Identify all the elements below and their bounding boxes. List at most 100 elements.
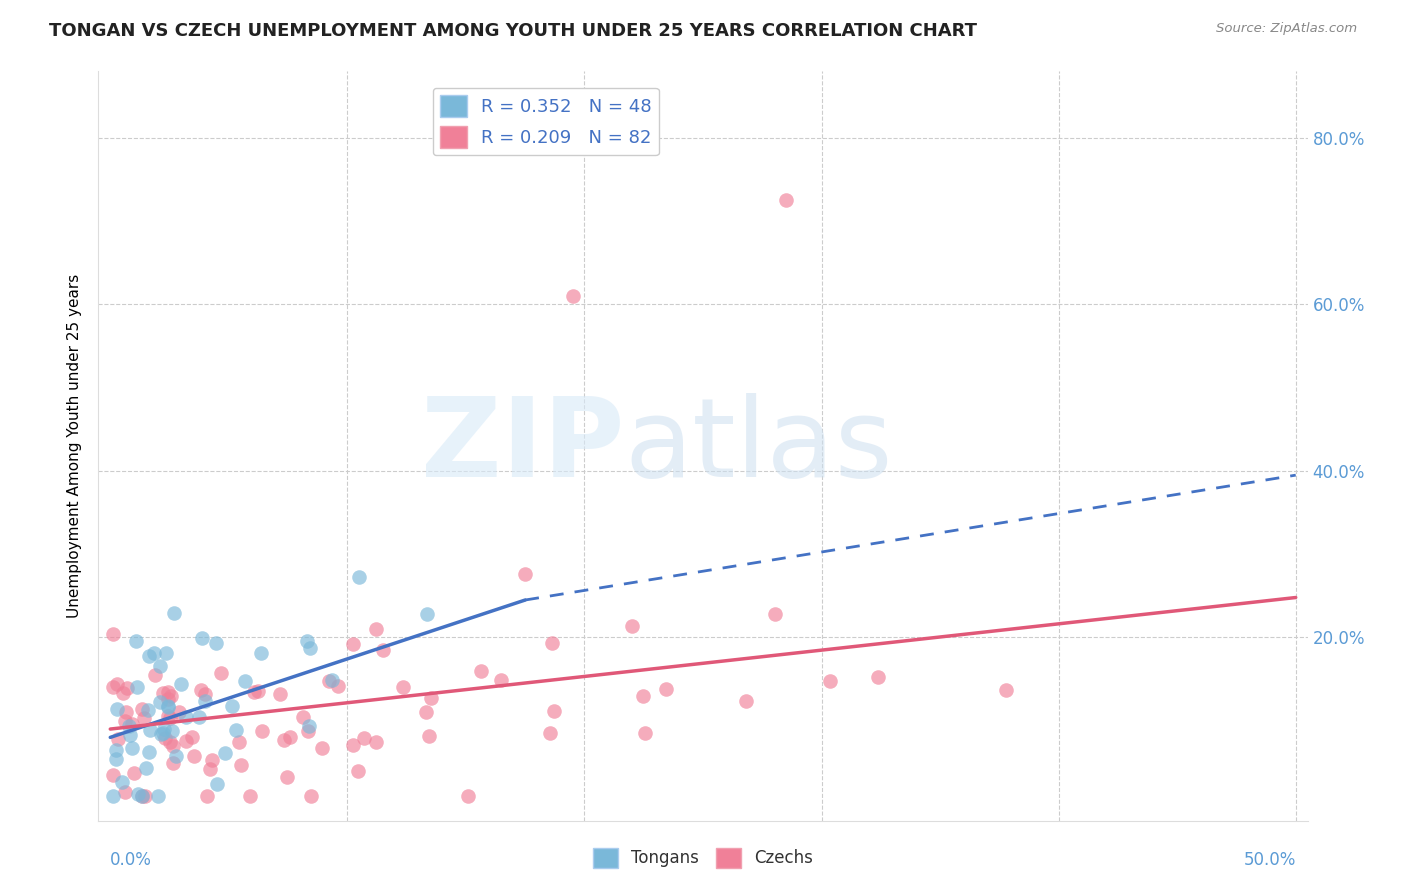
Point bbox=[139, 723, 162, 738]
Point bbox=[204, 636, 226, 650]
Point bbox=[101, 627, 124, 641]
Point bbox=[156, 708, 179, 723]
Point bbox=[634, 726, 657, 740]
Point bbox=[153, 722, 176, 736]
Point bbox=[364, 735, 387, 749]
Point bbox=[162, 756, 184, 770]
Y-axis label: Unemployment Among Youth under 25 years: Unemployment Among Youth under 25 years bbox=[67, 274, 83, 618]
Point bbox=[146, 789, 169, 803]
Point bbox=[470, 664, 492, 678]
Point bbox=[134, 789, 156, 803]
Point bbox=[250, 724, 273, 739]
Point bbox=[543, 704, 565, 718]
Legend: R = 0.352   N = 48, R = 0.209   N = 82: R = 0.352 N = 48, R = 0.209 N = 82 bbox=[433, 88, 659, 155]
Point bbox=[235, 673, 257, 688]
Point bbox=[734, 694, 756, 708]
Point bbox=[162, 739, 184, 753]
Point bbox=[298, 640, 321, 655]
Point bbox=[194, 694, 217, 708]
Point bbox=[489, 673, 512, 687]
Point bbox=[105, 702, 128, 716]
Point bbox=[269, 687, 291, 701]
Point bbox=[342, 637, 364, 651]
Point bbox=[149, 695, 172, 709]
Point bbox=[276, 770, 298, 784]
Point bbox=[188, 709, 211, 723]
Point bbox=[160, 723, 183, 738]
Point bbox=[125, 634, 148, 648]
Point bbox=[105, 752, 128, 766]
Point bbox=[170, 677, 193, 691]
Point bbox=[136, 702, 159, 716]
Point bbox=[131, 789, 153, 803]
Point bbox=[364, 622, 387, 636]
Point bbox=[153, 731, 176, 745]
Point bbox=[318, 674, 340, 689]
Point bbox=[250, 646, 273, 660]
Point bbox=[163, 606, 186, 620]
Point bbox=[183, 748, 205, 763]
Point bbox=[214, 746, 236, 760]
Point bbox=[104, 742, 127, 756]
Point bbox=[159, 734, 181, 748]
Point bbox=[292, 710, 315, 724]
Point bbox=[174, 734, 197, 748]
Point bbox=[273, 733, 295, 747]
Point bbox=[101, 681, 124, 695]
Point bbox=[209, 666, 232, 681]
Point bbox=[105, 677, 128, 691]
Point bbox=[118, 719, 141, 733]
Point bbox=[775, 194, 797, 208]
Point bbox=[457, 789, 479, 803]
Point bbox=[763, 607, 786, 621]
Point bbox=[124, 766, 146, 780]
Point bbox=[246, 684, 269, 698]
Point bbox=[121, 740, 143, 755]
Point bbox=[221, 698, 243, 713]
Point bbox=[145, 668, 167, 682]
Point bbox=[121, 716, 143, 731]
Point bbox=[342, 739, 364, 753]
Point bbox=[149, 659, 172, 673]
Point bbox=[125, 681, 148, 695]
Point bbox=[353, 731, 375, 745]
Point bbox=[157, 685, 180, 699]
Point bbox=[818, 673, 841, 688]
Point bbox=[112, 686, 135, 700]
Point bbox=[311, 741, 333, 756]
Point bbox=[165, 749, 187, 764]
Point bbox=[225, 723, 247, 737]
Text: Source: ZipAtlas.com: Source: ZipAtlas.com bbox=[1216, 22, 1357, 36]
Point bbox=[201, 753, 224, 767]
Point bbox=[107, 732, 129, 747]
Point bbox=[198, 762, 221, 776]
Point bbox=[114, 714, 136, 728]
Point bbox=[295, 634, 318, 648]
Point bbox=[347, 569, 370, 583]
Point bbox=[228, 734, 250, 748]
Point bbox=[195, 789, 218, 803]
Point bbox=[135, 761, 157, 775]
Point bbox=[373, 643, 395, 657]
Point bbox=[415, 705, 437, 719]
Point bbox=[299, 789, 322, 803]
Point bbox=[115, 681, 138, 696]
Point bbox=[132, 711, 155, 725]
Point bbox=[416, 607, 439, 622]
Point bbox=[620, 619, 643, 633]
Point bbox=[152, 726, 174, 740]
Point bbox=[156, 700, 179, 714]
Point bbox=[561, 289, 583, 303]
Point bbox=[120, 728, 142, 742]
Point bbox=[194, 687, 217, 701]
Point bbox=[243, 685, 266, 699]
Point bbox=[101, 768, 124, 782]
Point bbox=[181, 731, 204, 745]
Point bbox=[328, 679, 350, 693]
Point bbox=[156, 698, 179, 713]
Point bbox=[111, 774, 134, 789]
Point bbox=[655, 681, 678, 696]
Text: 50.0%: 50.0% bbox=[1243, 851, 1296, 869]
Point bbox=[866, 669, 889, 683]
Point bbox=[138, 745, 160, 759]
